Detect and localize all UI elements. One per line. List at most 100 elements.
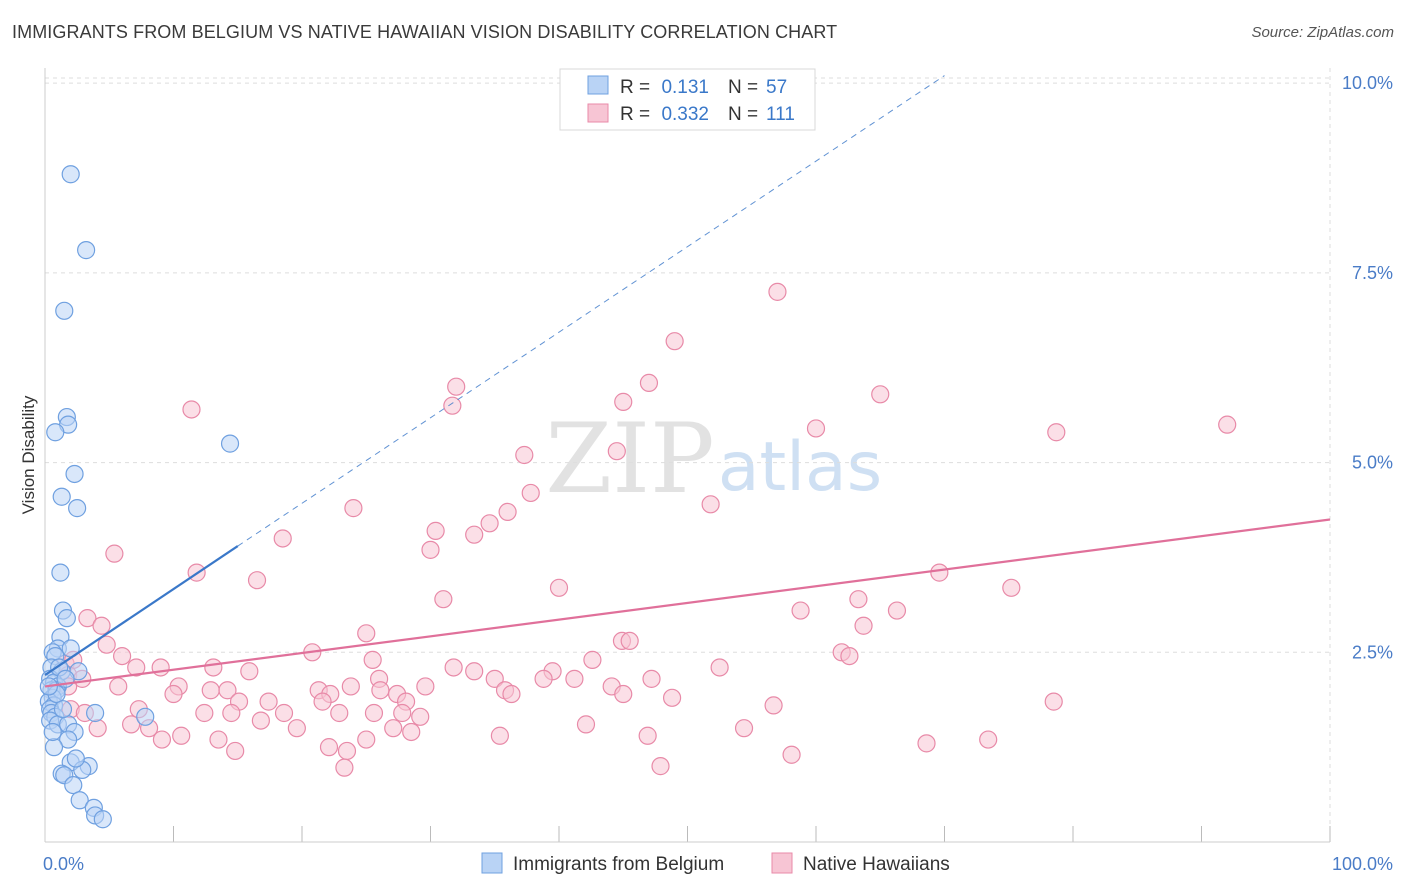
hawaiian-point-17: [426, 521, 445, 540]
y-tick-label-1: 5.0%: [1352, 453, 1393, 473]
hawaiian-point-116: [651, 757, 670, 776]
hawaiian-point-22: [421, 540, 440, 559]
hawaiian-point-6: [443, 396, 462, 415]
hawaiian-point-13: [521, 483, 540, 503]
hawaiian-point-90: [393, 703, 412, 723]
hawaiian-point-113: [917, 734, 936, 753]
trend-lines: [44, 75, 1331, 688]
hawaiian-point-85: [195, 703, 214, 723]
hawaiian-point-33: [92, 616, 111, 635]
hawaiian-point-88: [330, 703, 349, 723]
hawaiian-point-12: [607, 442, 626, 461]
hawaiian-point-50: [444, 658, 463, 677]
legend-n-value-blue: 57: [766, 77, 787, 98]
hawaiian-point-20: [273, 529, 292, 548]
hawaiian-point-28: [1002, 578, 1021, 597]
y-axis-title: Vision Disability: [19, 395, 38, 514]
legend-r-label-pink: R =: [620, 104, 650, 125]
belgium-point-9: [220, 434, 240, 453]
hawaiian-point-37: [620, 631, 639, 651]
belgium-point-35: [136, 707, 155, 726]
source-attribution: Source: ZipAtlas.com: [1251, 24, 1394, 41]
hawaiian-point-48: [204, 658, 223, 677]
hawaiian-point-62: [371, 681, 390, 700]
belgium-point-49: [93, 810, 112, 829]
hawaiian-point-83: [1044, 692, 1063, 711]
belgium-point-54: [66, 749, 85, 768]
belgium-point-7: [52, 487, 71, 506]
hawaiian-point-38: [97, 635, 116, 654]
hawaiian-point-25: [549, 578, 569, 597]
chart-title: IMMIGRANTS FROM BELGIUM VS NATIVE HAWAII…: [12, 22, 838, 42]
belgium-points: [39, 165, 240, 829]
hawaiian-point-100: [357, 730, 376, 749]
legend-n-value-pink: 111: [766, 104, 795, 125]
series-legend-swatch-blue: [481, 852, 503, 874]
hawaiian-point-89: [364, 703, 384, 723]
hawaiian-point-19: [465, 525, 484, 544]
hawaiian-point-31: [887, 601, 907, 620]
hawaiian-point-1: [665, 332, 684, 351]
hawaiian-point-76: [502, 684, 521, 704]
hawaiian-point-108: [319, 738, 339, 757]
hawaiian-point-18: [480, 514, 499, 533]
series-legend-label-pink: Native Hawaiians: [803, 854, 950, 875]
hawaiian-point-7: [182, 400, 201, 419]
series-legend-label-blue: Immigrants from Belgium: [513, 854, 724, 875]
hawaiian-point-101: [384, 719, 403, 738]
belgium-point-53: [43, 722, 62, 742]
hawaiian-point-111: [209, 730, 228, 749]
belgium-point-55: [53, 700, 73, 719]
hawaiian-point-103: [490, 726, 509, 745]
hawaiian-point-14: [498, 502, 517, 522]
hawaiian-point-3: [639, 373, 659, 393]
hawaiian-point-32: [78, 609, 97, 628]
hawaiian-point-9: [1047, 423, 1066, 442]
hawaiian-point-86: [222, 703, 241, 723]
hawaiian-point-52: [127, 658, 146, 677]
hawaiian-point-68: [218, 681, 237, 700]
hawaiian-point-24: [247, 571, 267, 590]
hawaiian-point-106: [152, 730, 172, 749]
belgium-point-8: [68, 499, 87, 518]
legend-n-label-blue: N =: [728, 77, 758, 98]
hawaiian-point-77: [614, 684, 633, 704]
hawaiian-point-109: [337, 741, 357, 761]
hawaiian-point-47: [151, 658, 170, 677]
belgium-point-2: [55, 301, 74, 320]
legend-swatch-blue: [587, 75, 609, 95]
series-legend-swatch-pink: [771, 852, 793, 874]
hawaiian-point-8: [806, 419, 826, 438]
belgium-point-38: [59, 730, 78, 749]
hawaiian-point-70: [341, 677, 360, 696]
belgium-point-46: [70, 791, 89, 810]
belgium-point-1: [77, 241, 96, 260]
hawaiian-point-71: [416, 677, 435, 696]
hawaiian-point-5: [447, 377, 466, 396]
hawaiian-trend-line: [44, 518, 1331, 688]
watermark-zip: ZIP: [545, 403, 714, 515]
hawaiian-point-80: [313, 692, 332, 711]
hawaiian-point-58: [565, 669, 584, 688]
legend-n-label-pink: N =: [728, 104, 758, 125]
hawaiian-point-42: [112, 646, 132, 666]
belgium-point-5: [46, 423, 65, 442]
hawaiian-point-54: [710, 658, 729, 677]
hawaiian-point-95: [88, 719, 107, 738]
belgium-point-0: [61, 165, 80, 184]
series-legend: Immigrants from Belgium Native Hawaiians: [481, 852, 950, 875]
watermark-atlas: atlas: [718, 428, 882, 507]
hawaiian-point-79: [259, 692, 278, 711]
hawaiian-point-56: [485, 669, 504, 688]
legend-r-value-pink: 0.332: [661, 104, 709, 125]
hawaiian-point-91: [411, 707, 430, 726]
hawaiian-point-10: [1218, 415, 1237, 434]
correlation-legend: R = 0.131 N = 57 R = 0.332 N = 111: [559, 68, 816, 131]
x-tick-label-max: 100.0%: [1332, 854, 1393, 874]
belgium-point-12: [57, 609, 76, 628]
hawaiian-point-110: [638, 726, 657, 745]
y-tick-labels: 2.5% 5.0% 7.5% 10.0%: [1342, 73, 1393, 662]
y-tick-label-3: 10.0%: [1342, 73, 1393, 93]
hawaiian-point-46: [583, 650, 602, 669]
legend-swatch-pink: [587, 103, 609, 123]
